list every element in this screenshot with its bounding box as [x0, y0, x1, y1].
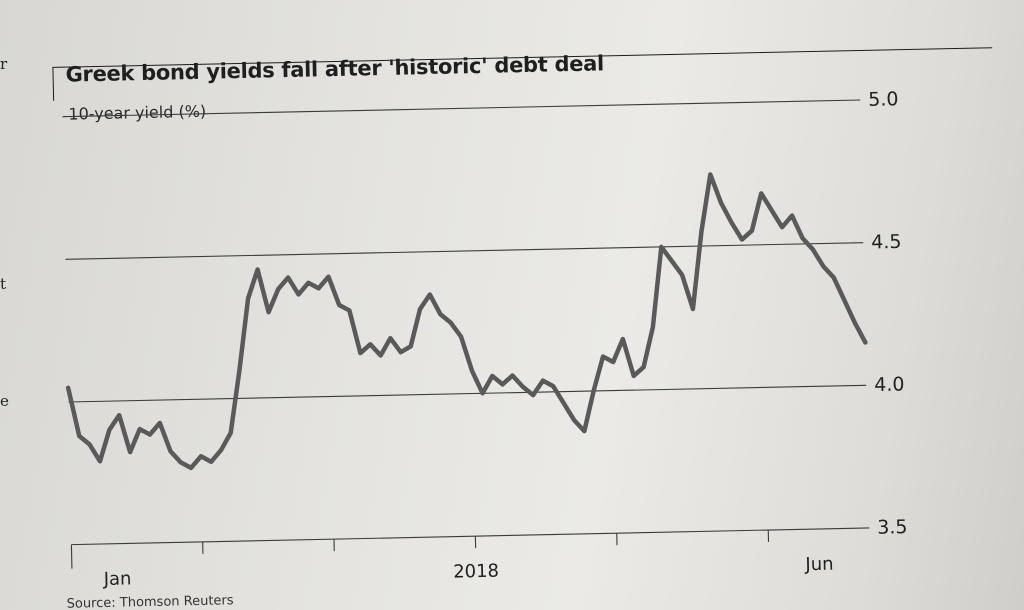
- y-tick-label-4.0: 4.0: [874, 373, 905, 396]
- gridlines: [62, 99, 870, 546]
- gridline-4.0: [68, 384, 867, 403]
- x-tick-label-Jun: Jun: [804, 554, 834, 576]
- series-lines: [65, 172, 868, 471]
- x-tick-label-2018: 2018: [453, 561, 499, 583]
- x-axis: Jan 2018 Jun: [70, 530, 834, 590]
- clipped-column-text: t: [0, 275, 7, 293]
- y-tick-label-5.0: 5.0: [868, 88, 899, 111]
- chart-source: Source: Thomson Reuters: [66, 593, 234, 610]
- y-tick-label-3.5: 3.5: [877, 516, 908, 539]
- gridline-5.0: [62, 99, 861, 118]
- x-axis-start-tick: [70, 544, 73, 569]
- clipped-column-text: e: [0, 392, 9, 410]
- gridline-4.5: [65, 242, 864, 260]
- y-tick-label-4.5: 4.5: [871, 231, 902, 254]
- x-tick-label-Jan: Jan: [103, 568, 132, 590]
- clipped-column-text: r: [0, 55, 8, 73]
- series-line-10-year-yield: [65, 172, 868, 471]
- gridline-3.5: [71, 527, 870, 546]
- y-axis-tick-labels: 5.0 4.5 4.0 3.5: [868, 88, 908, 539]
